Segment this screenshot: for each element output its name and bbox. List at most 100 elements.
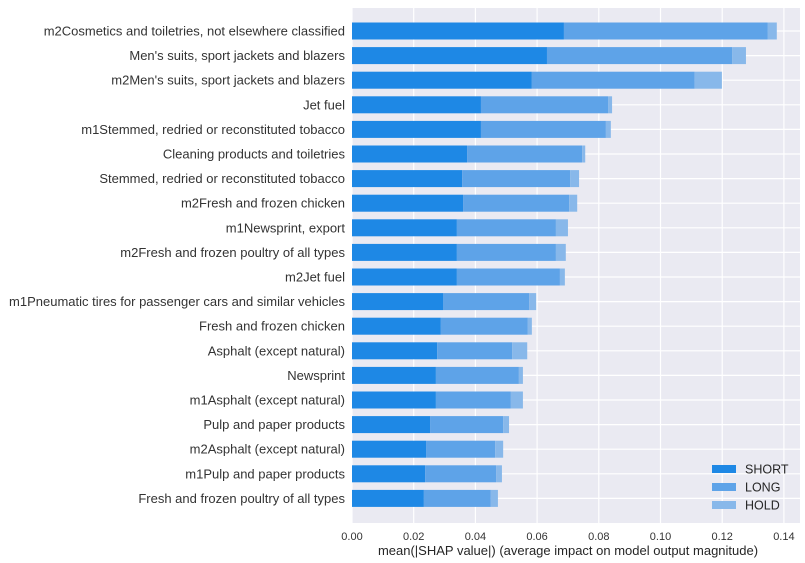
x-axis-label: mean(|SHAP value|) (average impact on mo… — [378, 543, 758, 558]
bar-short — [352, 120, 481, 138]
plot-background — [352, 8, 800, 523]
bar-long — [480, 120, 606, 138]
bar-hold — [732, 47, 746, 65]
y-tick-label: Fresh and frozen poultry of all types — [138, 491, 345, 506]
bar-long — [456, 219, 556, 237]
y-tick-label: m2Asphalt (except natural) — [190, 442, 345, 457]
x-tick-label: 0.04 — [465, 531, 486, 543]
bar-short — [352, 22, 564, 40]
bar-long — [467, 145, 583, 163]
y-tick-label: m1Pneumatic tires for passenger cars and… — [9, 294, 345, 309]
y-tick-label: Stemmed, redried or reconstituted tobacc… — [99, 171, 345, 186]
bar-long — [435, 391, 511, 409]
y-axis-labels: m2Cosmetics and toiletries, not elsewher… — [9, 24, 345, 506]
legend-swatch-long — [712, 483, 736, 491]
bar-short — [352, 391, 436, 409]
bar-hold — [694, 71, 722, 89]
bar-hold — [555, 243, 566, 261]
bar-long — [435, 366, 519, 384]
bar-hold — [605, 120, 611, 138]
bar-long — [437, 342, 513, 360]
bar-short — [352, 342, 438, 360]
bar-hold — [495, 440, 504, 458]
y-tick-label: m2Fresh and frozen chicken — [181, 196, 345, 211]
bar-short — [352, 219, 457, 237]
bar-long — [563, 22, 768, 40]
bar-short — [352, 293, 444, 311]
x-tick-label: 0.14 — [773, 531, 794, 543]
x-tick-label: 0.08 — [588, 531, 609, 543]
y-tick-label: Asphalt (except natural) — [208, 343, 345, 358]
bar-long — [456, 243, 556, 261]
y-tick-label: m2Men's suits, sport jackets and blazers — [111, 73, 345, 88]
x-tick-label: 0.00 — [341, 531, 362, 543]
bar-hold — [608, 96, 613, 114]
y-tick-label: Men's suits, sport jackets and blazers — [129, 48, 345, 63]
legend-swatch-short — [712, 465, 736, 473]
bar-hold — [510, 391, 523, 409]
bar-long — [531, 71, 695, 89]
y-tick-label: m2Fresh and frozen poultry of all types — [120, 245, 345, 260]
bar-long — [440, 317, 528, 335]
y-tick-label: Pulp and paper products — [203, 417, 345, 432]
bar-long — [425, 465, 497, 483]
x-tick-label: 0.06 — [526, 531, 547, 543]
legend: SHORT LONG HOLD — [712, 463, 789, 513]
bar-short — [352, 170, 463, 188]
bar-short — [352, 416, 431, 434]
x-tick-label: 0.12 — [711, 531, 732, 543]
bar-short — [352, 71, 532, 89]
bar-hold — [518, 366, 523, 384]
legend-label-short: SHORT — [745, 463, 789, 477]
bar-short — [352, 317, 441, 335]
bar-short — [352, 96, 481, 114]
x-axis-ticks: 0.00 0.02 0.04 0.06 0.08 0.10 0.12 0.14 — [341, 531, 794, 543]
bar-hold — [582, 145, 586, 163]
x-tick-label: 0.10 — [650, 531, 671, 543]
bar-hold — [569, 194, 578, 212]
y-tick-label: Newsprint — [287, 368, 345, 383]
bar-long — [546, 47, 733, 65]
bar-long — [480, 96, 609, 114]
bar-hold — [570, 170, 580, 188]
bar-hold — [559, 268, 565, 286]
bar-hold — [490, 489, 498, 507]
bar-hold — [496, 465, 502, 483]
bar-hold — [529, 293, 537, 311]
bar-hold — [527, 317, 532, 335]
y-tick-label: m1Newsprint, export — [226, 220, 346, 235]
bars — [352, 22, 777, 507]
bar-long — [462, 170, 571, 188]
bar-short — [352, 145, 468, 163]
y-tick-label: Fresh and frozen chicken — [199, 319, 345, 334]
y-tick-label: m1Asphalt (except natural) — [190, 393, 345, 408]
bar-hold — [767, 22, 777, 40]
y-tick-label: m1Stemmed, redried or reconstituted toba… — [81, 122, 345, 137]
bar-hold — [512, 342, 528, 360]
bar-short — [352, 47, 547, 65]
bar-short — [352, 465, 426, 483]
bar-long — [423, 489, 491, 507]
bar-short — [352, 366, 436, 384]
x-tick-label: 0.02 — [403, 531, 424, 543]
y-tick-label: Cleaning products and toiletries — [163, 147, 346, 162]
bar-long — [426, 440, 496, 458]
bar-long — [430, 416, 504, 434]
bar-short — [352, 194, 464, 212]
bar-hold — [555, 219, 568, 237]
bar-short — [352, 268, 457, 286]
bar-long — [463, 194, 570, 212]
y-tick-label: m1Pulp and paper products — [185, 466, 345, 481]
legend-label-hold: HOLD — [745, 499, 780, 513]
y-tick-label: m2Cosmetics and toiletries, not elsewher… — [44, 24, 345, 39]
bar-short — [352, 489, 424, 507]
bar-short — [352, 243, 457, 261]
bar-long — [443, 293, 530, 311]
legend-label-long: LONG — [745, 481, 780, 495]
y-tick-label: Jet fuel — [303, 97, 345, 112]
bar-hold — [503, 416, 510, 434]
bar-long — [456, 268, 560, 286]
bar-short — [352, 440, 427, 458]
legend-swatch-hold — [712, 501, 736, 509]
